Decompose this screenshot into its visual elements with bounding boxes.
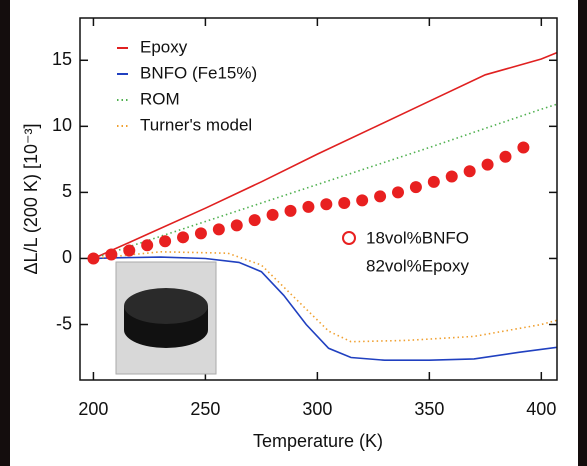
y-tick-label: -5: [56, 313, 72, 333]
data-point: [427, 175, 440, 188]
annotation: 82vol%Epoxy: [366, 256, 470, 275]
data-point: [499, 150, 512, 163]
annotation: 18vol%BNFO: [366, 228, 469, 247]
y-axis-label: ΔL/L (200 K) [10⁻³]: [21, 124, 41, 275]
data-point: [445, 170, 458, 183]
annotation-marker: [342, 231, 356, 245]
legend-label: Turner's model: [140, 115, 252, 134]
data-point: [177, 231, 190, 244]
x-tick-label: 400: [526, 399, 556, 419]
x-tick-label: 250: [190, 399, 220, 419]
inset-photo: [115, 261, 217, 375]
data-point: [248, 214, 261, 227]
y-tick-label: 10: [52, 115, 72, 135]
y-tick-label: 5: [62, 181, 72, 201]
x-axis-label: Temperature (K): [253, 431, 383, 451]
data-point: [481, 158, 494, 171]
axes-frame: [79, 17, 558, 381]
y-tick-label: 15: [52, 49, 72, 69]
data-point: [409, 181, 422, 194]
data-point: [230, 219, 243, 232]
data-point: [194, 227, 207, 240]
data-point: [123, 244, 136, 257]
data-point: [463, 165, 476, 178]
data-point: [392, 186, 404, 199]
legend-label: ROM: [140, 89, 180, 108]
data-point: [141, 239, 154, 252]
series-line: [93, 103, 557, 260]
x-tick-label: 350: [414, 399, 444, 419]
data-point: [212, 223, 225, 236]
x-tick-label: 200: [78, 399, 108, 419]
data-point: [302, 200, 315, 213]
legend-label: BNFO (Fe15%): [140, 63, 257, 82]
data-point: [266, 208, 279, 221]
panel: [10, 0, 578, 466]
data-point: [517, 141, 530, 154]
data-point: [320, 198, 333, 211]
x-tick-label: 300: [302, 399, 332, 419]
series-line: [93, 256, 557, 361]
data-point: [284, 204, 297, 217]
series-line: [93, 51, 557, 260]
y-tick-label: 0: [62, 247, 72, 267]
data-point: [356, 194, 369, 207]
data-point: [87, 252, 100, 265]
data-point: [105, 248, 118, 261]
data-point: [374, 190, 387, 203]
data-point: [159, 235, 172, 248]
legend-label: Epoxy: [140, 37, 188, 56]
plot: 200 250 300 350 400 -5 0 5 10 15 Epoxy BNFO (Fe15%)…: [52, 17, 558, 419]
data-point: [338, 196, 351, 209]
